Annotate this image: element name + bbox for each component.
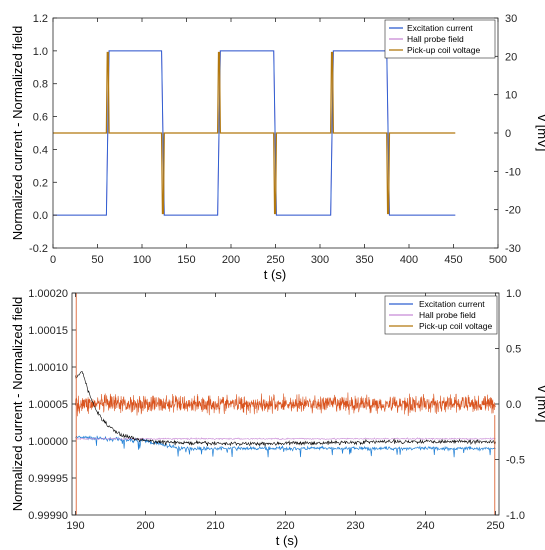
- x-tick-label: 350: [355, 254, 373, 266]
- x-tick-label: 210: [206, 520, 224, 532]
- chart-top: 0 50 100 150 200 250 300 350 400 450 500-0.20.00.2…: [10, 13, 545, 282]
- x-tick-label: 240: [416, 520, 434, 532]
- x-tick-label: 0: [50, 254, 56, 266]
- legend-box: [384, 19, 496, 59]
- y-tick-label-left: 0.4: [33, 144, 48, 156]
- x-tick-label: 300: [311, 254, 329, 266]
- y-tick-label-left: 0.99990: [28, 510, 68, 522]
- y-tick-label-right: -10: [505, 166, 521, 178]
- y-tick-label-left: 0.8: [33, 79, 48, 91]
- x-tick-label: 190: [66, 520, 84, 532]
- x-tick-label: 220: [276, 520, 294, 532]
- y-tick-label-right: -1.0: [506, 510, 525, 522]
- series-line-unlabeled-black: [75, 371, 496, 448]
- y-tick-label-right: 0.0: [506, 399, 521, 411]
- y-axis-label-right-bottom: v [mV]: [535, 386, 545, 423]
- legend-box: [384, 295, 498, 335]
- series-line-excitation-current: [53, 50, 456, 216]
- y-tick-label-right: 10: [505, 90, 517, 102]
- y-tick-label-left: 0.0: [33, 210, 48, 222]
- x-tick-label: 50: [91, 254, 103, 266]
- y-tick-label-right: 30: [505, 13, 517, 25]
- legend-label: Hall probe field: [407, 34, 464, 44]
- x-tick-label: 150: [177, 254, 195, 266]
- chart-bottom: 190 200 210 220 230 240 250 0.99990 0.99995 1.000…: [10, 288, 545, 548]
- y-tick-label-right: 0.5: [506, 344, 521, 356]
- y-tick-label-right: 20: [505, 51, 517, 63]
- legend-label: Pick-up coil voltage: [419, 321, 493, 331]
- legend-label: Pick-up coil voltage: [407, 45, 481, 55]
- legend-label: Hall probe field: [419, 310, 476, 320]
- y-axis-label-left-top: Normalized current - Normalized field: [10, 26, 25, 241]
- x-tick-label: 250: [486, 520, 504, 532]
- series-line-hall-probe-field: [75, 437, 496, 441]
- y-tick-label-right: -20: [505, 205, 521, 217]
- y-tick-label-right: -0.5: [506, 455, 525, 467]
- x-tick-label: 250: [266, 254, 284, 266]
- x-tick-label: 230: [346, 520, 364, 532]
- y-tick-label-left: 1.00005: [28, 399, 68, 411]
- x-tick-label: 450: [444, 254, 462, 266]
- y-tick-label-left: 1.00015: [28, 325, 68, 337]
- x-axis-label-top: t (s): [264, 267, 286, 282]
- series-line-excitation-current: [75, 435, 496, 458]
- y-tick-label-right: 0: [505, 128, 511, 140]
- x-tick-label: 400: [400, 254, 418, 266]
- x-tick-label: 200: [222, 254, 240, 266]
- y-tick-label-left: 1.2: [33, 13, 48, 25]
- x-tick-label: 200: [136, 520, 154, 532]
- y-axis-label-right-top: v [mV]: [535, 115, 545, 152]
- y-tick-label-right: 1.0: [506, 288, 521, 300]
- y-tick-label-left: 0.6: [33, 112, 48, 124]
- x-axis-label-bottom: t (s): [276, 533, 298, 548]
- x-tick-label: 500: [489, 254, 507, 266]
- series-line-pick-up-coil-voltage: [53, 51, 456, 215]
- legend-label: Excitation current: [419, 299, 485, 309]
- y-tick-label-right: -30: [505, 243, 521, 255]
- y-tick-label-left: 1.00010: [28, 362, 68, 374]
- x-tick-label: 100: [133, 254, 151, 266]
- y-tick-label-left: 1.00020: [28, 288, 68, 300]
- y-tick-label-left: 1.0: [33, 46, 48, 58]
- y-tick-label-left: 0.99995: [28, 473, 68, 485]
- y-tick-label-left: 0.2: [33, 177, 48, 189]
- series-line-pick-up-coil-voltage: [75, 392, 496, 417]
- y-tick-label-left: 1.00000: [28, 436, 68, 448]
- y-tick-label-left: -0.2: [29, 243, 48, 255]
- y-axis-label-left-bottom: Normalized current - Normalized field: [10, 297, 25, 512]
- legend-label: Excitation current: [407, 23, 473, 33]
